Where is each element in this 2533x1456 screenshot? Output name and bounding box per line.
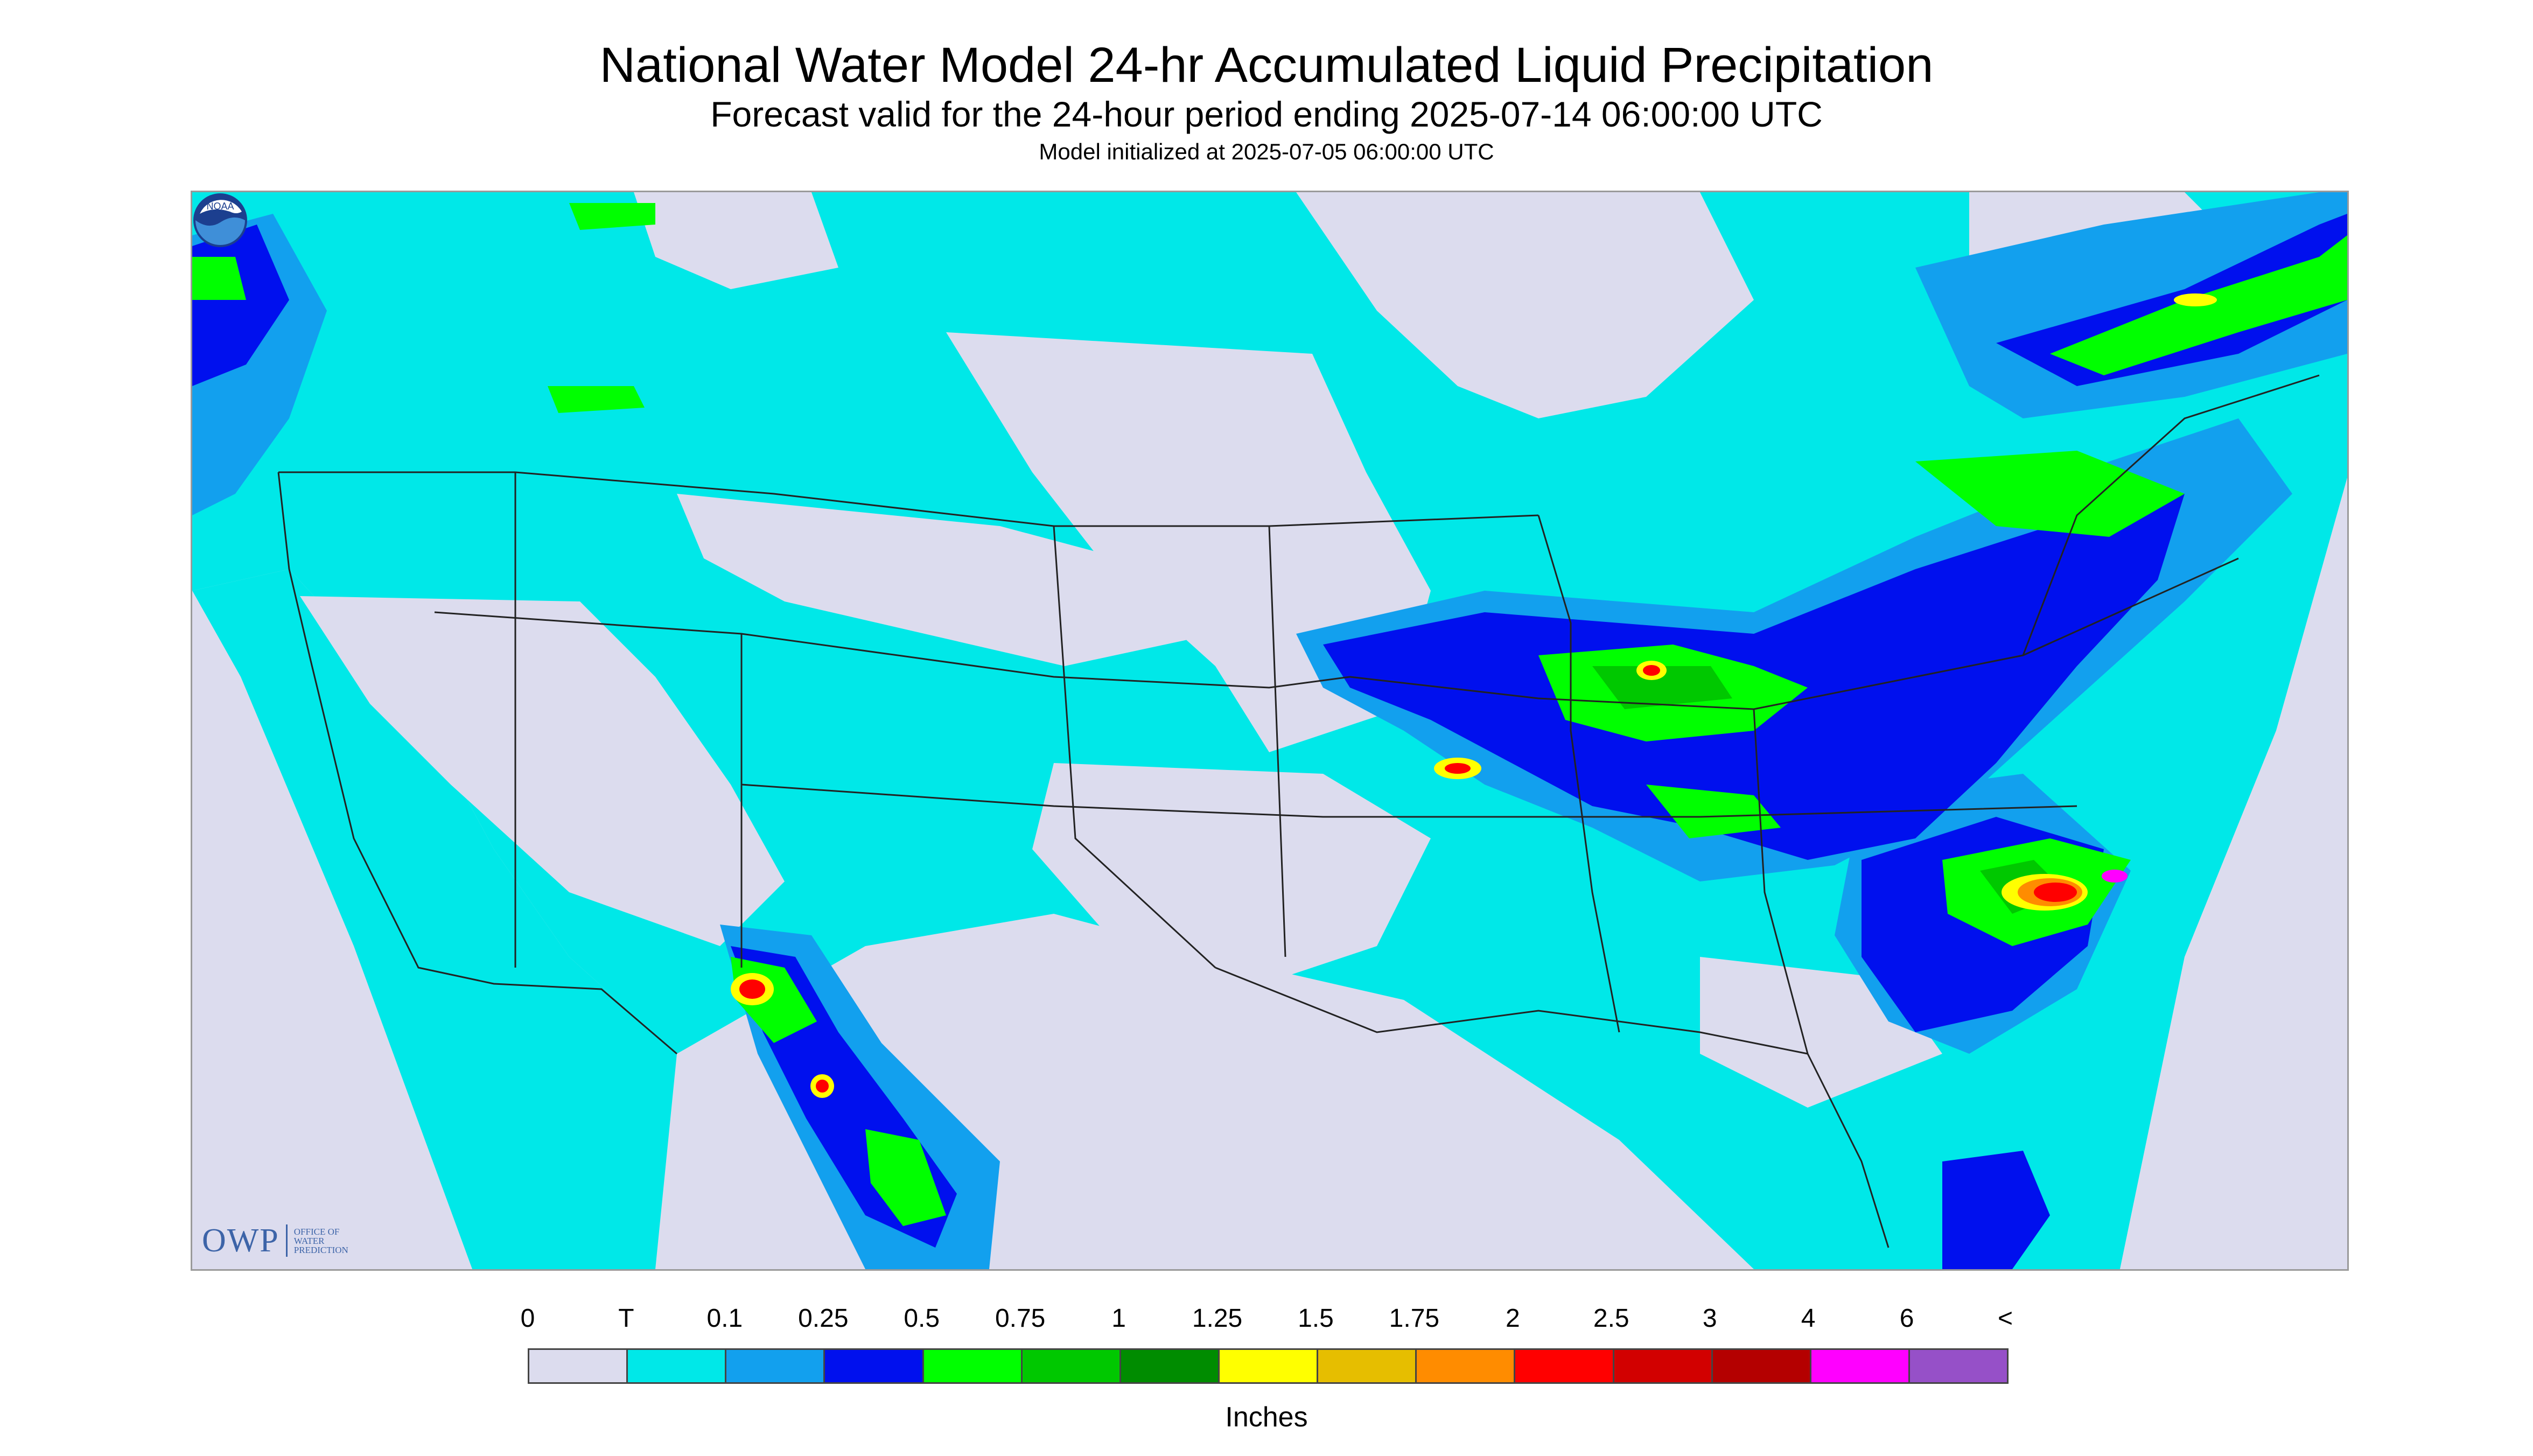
noaa-logo-text: NOAA xyxy=(206,201,234,212)
legend-tick-label: 0.5 xyxy=(904,1304,940,1333)
legend-swatch xyxy=(1712,1350,1811,1382)
owp-logo-divider xyxy=(285,1224,288,1257)
legend-swatch xyxy=(1318,1350,1417,1382)
legend-tick-label: 2 xyxy=(1505,1304,1520,1333)
legend-tick-label: 1.5 xyxy=(1298,1304,1334,1333)
legend-tick-label: 3 xyxy=(1702,1304,1717,1333)
legend-tick-label: 0.75 xyxy=(995,1304,1046,1333)
legend-tick-label: 6 xyxy=(1899,1304,1914,1333)
legend-swatch xyxy=(1417,1350,1516,1382)
state-boundaries xyxy=(277,374,2320,1248)
legend-tick-label: < xyxy=(1997,1304,2013,1333)
legend-swatch xyxy=(1614,1350,1713,1382)
dry-areas-layer xyxy=(192,192,2347,1269)
owp-logo-line2: WATER xyxy=(293,1235,325,1246)
legend-tick-label: 0 xyxy=(520,1304,535,1333)
legend-swatch xyxy=(1219,1350,1319,1382)
legend-swatch xyxy=(1022,1350,1121,1382)
forecast-valid-subtitle: Forecast valid for the 24-hour period en… xyxy=(710,94,1823,134)
noaa-logo: NOAA xyxy=(193,193,247,247)
legend-colorbar xyxy=(528,1348,2009,1384)
legend-swatch xyxy=(825,1350,924,1382)
extreme-precip-cores xyxy=(731,293,2217,1098)
legend-labels: 0 T 0.1 0.25 0.5 0.75 1 1.25 1.5 1.75 2 2.5 3 4 6 < xyxy=(521,1303,2013,1335)
legend-swatch xyxy=(1121,1350,1220,1382)
owp-logo-line3: PREDICTION xyxy=(293,1244,348,1255)
legend-swatch xyxy=(628,1350,727,1382)
legend-swatch xyxy=(529,1350,628,1382)
legend-tick-label: 0.1 xyxy=(706,1304,743,1333)
model-init-caption: Model initialized at 2025-07-05 06:00:00… xyxy=(1039,139,1494,164)
legend-tick-label: 4 xyxy=(1801,1304,1816,1333)
legend-swatch xyxy=(923,1350,1023,1382)
map-title: National Water Model 24-hr Accumulated L… xyxy=(599,38,1934,93)
legend-swatch xyxy=(1811,1350,1910,1382)
legend-tick-label: 0.25 xyxy=(798,1304,849,1333)
owp-logo-line1: OFFICE OF xyxy=(293,1226,340,1237)
precipitation-map: OWP OFFICE OF WATER PREDICTION NOAA xyxy=(191,191,2349,1271)
owp-logo-subtext: OFFICE OF WATER PREDICTION xyxy=(294,1227,348,1255)
legend-units-label: Inches xyxy=(1225,1402,1308,1433)
legend-swatch xyxy=(1909,1350,2007,1382)
legend-tick-label: 1.25 xyxy=(1192,1304,1243,1333)
legend-tick-label: T xyxy=(618,1304,634,1333)
legend-swatch xyxy=(1515,1350,1614,1382)
owp-logo-text: OWP xyxy=(202,1222,279,1259)
owp-logo: OWP OFFICE OF WATER PREDICTION xyxy=(202,1221,348,1261)
legend-tick-label: 1.75 xyxy=(1389,1304,1440,1333)
legend-tick-label: 2.5 xyxy=(1593,1304,1629,1333)
legend-tick-label: 1 xyxy=(1111,1304,1126,1333)
precipitation-map-canvas xyxy=(192,192,2347,1269)
legend-swatch xyxy=(726,1350,825,1382)
